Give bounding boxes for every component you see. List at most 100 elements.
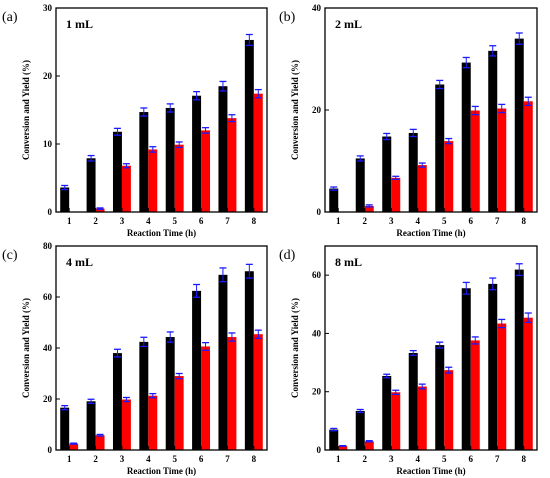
y-tick-label: 80	[43, 241, 53, 251]
y-tick-label: 40	[312, 3, 322, 13]
y-tick-label: 30	[43, 3, 53, 13]
x-tick-label: 8	[522, 216, 527, 226]
bar-conversion-4	[139, 341, 149, 450]
error-bar-yield-6	[202, 127, 210, 134]
error-bar-conversion-5	[436, 79, 444, 90]
y-tick-label: 40	[312, 328, 322, 338]
bar-yield-3	[391, 177, 401, 212]
bar-conversion-6	[192, 290, 202, 450]
x-axis-title: Reaction Time (h)	[396, 466, 465, 476]
bar-yield-4	[417, 165, 427, 212]
x-tick-label: 1	[67, 454, 72, 464]
error-bar-yield-6	[471, 336, 479, 345]
chart-title: 8 mL	[335, 255, 362, 269]
bar-yield-1	[338, 445, 348, 450]
x-tick-label: 4	[146, 216, 151, 226]
chart-panel-a: (a) 1 mL 1 2 3 4 5 6 7 8 0 10 20 30 Reaction Time (h) C…	[2, 3, 268, 238]
error-bar-conversion-2	[356, 408, 364, 414]
chart-panel-b: (b) 2 mL 1 2 3 4 5 6 7 8 0 20 40 Reaction Time (h) Con…	[279, 3, 538, 238]
error-bar-yield-6	[202, 341, 210, 351]
bar-yield-7	[497, 108, 507, 212]
bar-conversion-2	[86, 401, 96, 450]
error-bar-yield-8	[254, 88, 262, 99]
x-tick-label: 8	[522, 454, 527, 464]
x-tick-label: 3	[389, 454, 394, 464]
bar-yield-5	[444, 370, 454, 450]
error-bar-yield-7	[498, 318, 506, 329]
x-tick-label: 5	[172, 216, 177, 226]
error-bar-conversion-1	[61, 404, 69, 411]
chart-panel-d: (d) 8 mL 1 2 3 4 5 6 7 8 0 20 40 60 Reaction Time (h) C…	[279, 245, 538, 476]
x-tick-label: 4	[416, 216, 421, 226]
x-tick-label: 2	[363, 216, 368, 226]
error-bar-conversion-3	[383, 132, 391, 141]
bar-conversion-6	[461, 62, 471, 212]
y-tick-label: 0	[317, 207, 322, 217]
x-tick-label: 3	[389, 216, 394, 226]
chart-title: 1 mL	[66, 17, 93, 31]
error-bar-conversion-3	[383, 373, 391, 379]
bar-yield-3	[391, 392, 401, 450]
bar-conversion-5	[165, 337, 175, 450]
plot-frame	[55, 7, 268, 213]
y-tick-label: 0	[317, 445, 322, 455]
bar-conversion-6	[192, 95, 202, 212]
bar-conversion-1	[60, 407, 70, 450]
x-tick-label: 7	[225, 454, 230, 464]
error-bar-conversion-5	[166, 331, 174, 343]
error-bar-yield-8	[254, 329, 262, 339]
error-bar-conversion-1	[61, 184, 69, 191]
error-bar-yield-2	[96, 207, 104, 210]
y-tick-label: 20	[43, 71, 53, 81]
bar-yield-6	[470, 110, 480, 212]
x-tick-label: 4	[146, 454, 151, 464]
error-bar-conversion-8	[515, 32, 523, 45]
error-bar-conversion-8	[515, 263, 523, 277]
error-bar-conversion-8	[245, 263, 253, 279]
error-bar-conversion-6	[462, 281, 470, 295]
error-bar-yield-2	[365, 204, 373, 208]
x-tick-label: 2	[93, 216, 98, 226]
error-bar-conversion-4	[409, 349, 417, 356]
bar-conversion-8	[514, 269, 524, 450]
error-bar-conversion-3	[113, 348, 121, 358]
y-tick-label: 20	[312, 387, 322, 397]
x-axis-title: Reaction Time (h)	[396, 228, 465, 238]
y-tick-label: 0	[48, 445, 53, 455]
x-tick-label: 1	[336, 216, 341, 226]
bar-conversion-7	[218, 86, 228, 212]
bar-conversion-1	[329, 429, 339, 450]
error-bar-conversion-7	[219, 267, 227, 283]
bar-yield-5	[444, 141, 454, 212]
y-tick-label: 20	[43, 394, 53, 404]
error-bar-conversion-5	[166, 103, 174, 113]
bar-conversion-5	[435, 84, 445, 212]
error-bar-yield-3	[122, 396, 130, 403]
error-bar-conversion-2	[356, 155, 364, 162]
error-bar-yield-3	[392, 175, 400, 181]
bar-yield-8	[253, 334, 263, 450]
bar-conversion-7	[218, 274, 228, 450]
error-bar-yield-5	[445, 137, 453, 145]
bar-yield-4	[417, 386, 427, 450]
bar-conversion-8	[514, 38, 524, 212]
bar-conversion-2	[355, 410, 365, 450]
bar-yield-3	[121, 165, 131, 212]
error-bar-conversion-4	[140, 336, 148, 348]
x-tick-label: 6	[199, 216, 204, 226]
bar-conversion-3	[382, 136, 392, 212]
y-tick-label: 0	[48, 207, 53, 217]
bar-conversion-3	[382, 375, 392, 450]
error-bar-yield-5	[175, 141, 183, 149]
x-tick-label: 8	[252, 216, 257, 226]
error-bar-yield-4	[418, 162, 426, 168]
x-tick-label: 7	[495, 216, 500, 226]
y-tick-label: 20	[312, 105, 322, 115]
panel-label: (d)	[279, 248, 296, 263]
bar-conversion-8	[244, 39, 254, 213]
x-tick-label: 6	[199, 454, 204, 464]
error-bar-yield-5	[175, 372, 183, 380]
error-bar-conversion-1	[330, 186, 338, 191]
error-bar-yield-4	[149, 392, 157, 399]
